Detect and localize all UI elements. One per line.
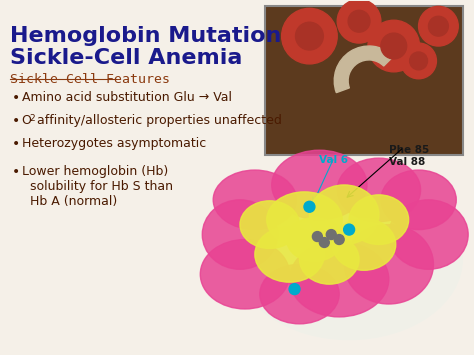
Text: •: • <box>12 165 20 179</box>
Circle shape <box>304 201 315 212</box>
Ellipse shape <box>310 185 379 245</box>
Circle shape <box>312 231 322 241</box>
Text: Lower hemoglobin (Hb)
  solubility for Hb S than
  Hb A (normal): Lower hemoglobin (Hb) solubility for Hb … <box>22 165 173 208</box>
Text: O: O <box>22 114 32 126</box>
Circle shape <box>381 33 407 59</box>
Circle shape <box>428 16 448 36</box>
Ellipse shape <box>381 170 456 230</box>
Ellipse shape <box>201 240 290 309</box>
Circle shape <box>344 224 355 235</box>
Text: Heterozygotes asymptomatic: Heterozygotes asymptomatic <box>22 137 206 150</box>
Circle shape <box>410 52 428 70</box>
Text: •: • <box>12 114 20 127</box>
Text: Sickle-Cell Features: Sickle-Cell Features <box>10 73 170 86</box>
Ellipse shape <box>300 235 359 284</box>
Circle shape <box>337 0 381 43</box>
Text: Val 6: Val 6 <box>319 155 348 165</box>
Ellipse shape <box>344 225 433 304</box>
Circle shape <box>326 230 336 240</box>
Circle shape <box>419 6 458 46</box>
Ellipse shape <box>267 192 342 247</box>
Circle shape <box>368 20 419 72</box>
Ellipse shape <box>389 200 468 269</box>
Ellipse shape <box>290 241 389 317</box>
Text: •: • <box>12 137 20 151</box>
Ellipse shape <box>202 200 278 269</box>
Ellipse shape <box>337 158 420 222</box>
Ellipse shape <box>287 218 342 261</box>
Text: 2: 2 <box>29 115 35 124</box>
Ellipse shape <box>236 179 462 339</box>
Ellipse shape <box>240 201 300 248</box>
Ellipse shape <box>332 219 396 270</box>
Circle shape <box>295 22 323 50</box>
Text: •: • <box>12 91 20 105</box>
Text: Phe 85
Val 88: Phe 85 Val 88 <box>389 145 429 167</box>
Text: Amino acid substitution Glu → Val: Amino acid substitution Glu → Val <box>22 91 232 104</box>
Circle shape <box>334 235 344 245</box>
Ellipse shape <box>260 264 339 324</box>
Circle shape <box>282 8 337 64</box>
Circle shape <box>289 284 300 295</box>
Circle shape <box>401 43 437 79</box>
Ellipse shape <box>349 195 409 245</box>
FancyBboxPatch shape <box>265 6 463 155</box>
Circle shape <box>319 237 329 247</box>
Ellipse shape <box>272 150 367 220</box>
Ellipse shape <box>255 226 324 282</box>
Circle shape <box>348 10 370 32</box>
Text: affinity/allosteric properties unaffected: affinity/allosteric properties unaffecte… <box>33 114 282 126</box>
Text: Hemoglobin Mutation:: Hemoglobin Mutation: <box>10 26 290 46</box>
Ellipse shape <box>213 170 297 230</box>
Wedge shape <box>334 46 393 93</box>
Text: Sickle-Cell Anemia: Sickle-Cell Anemia <box>10 48 242 68</box>
